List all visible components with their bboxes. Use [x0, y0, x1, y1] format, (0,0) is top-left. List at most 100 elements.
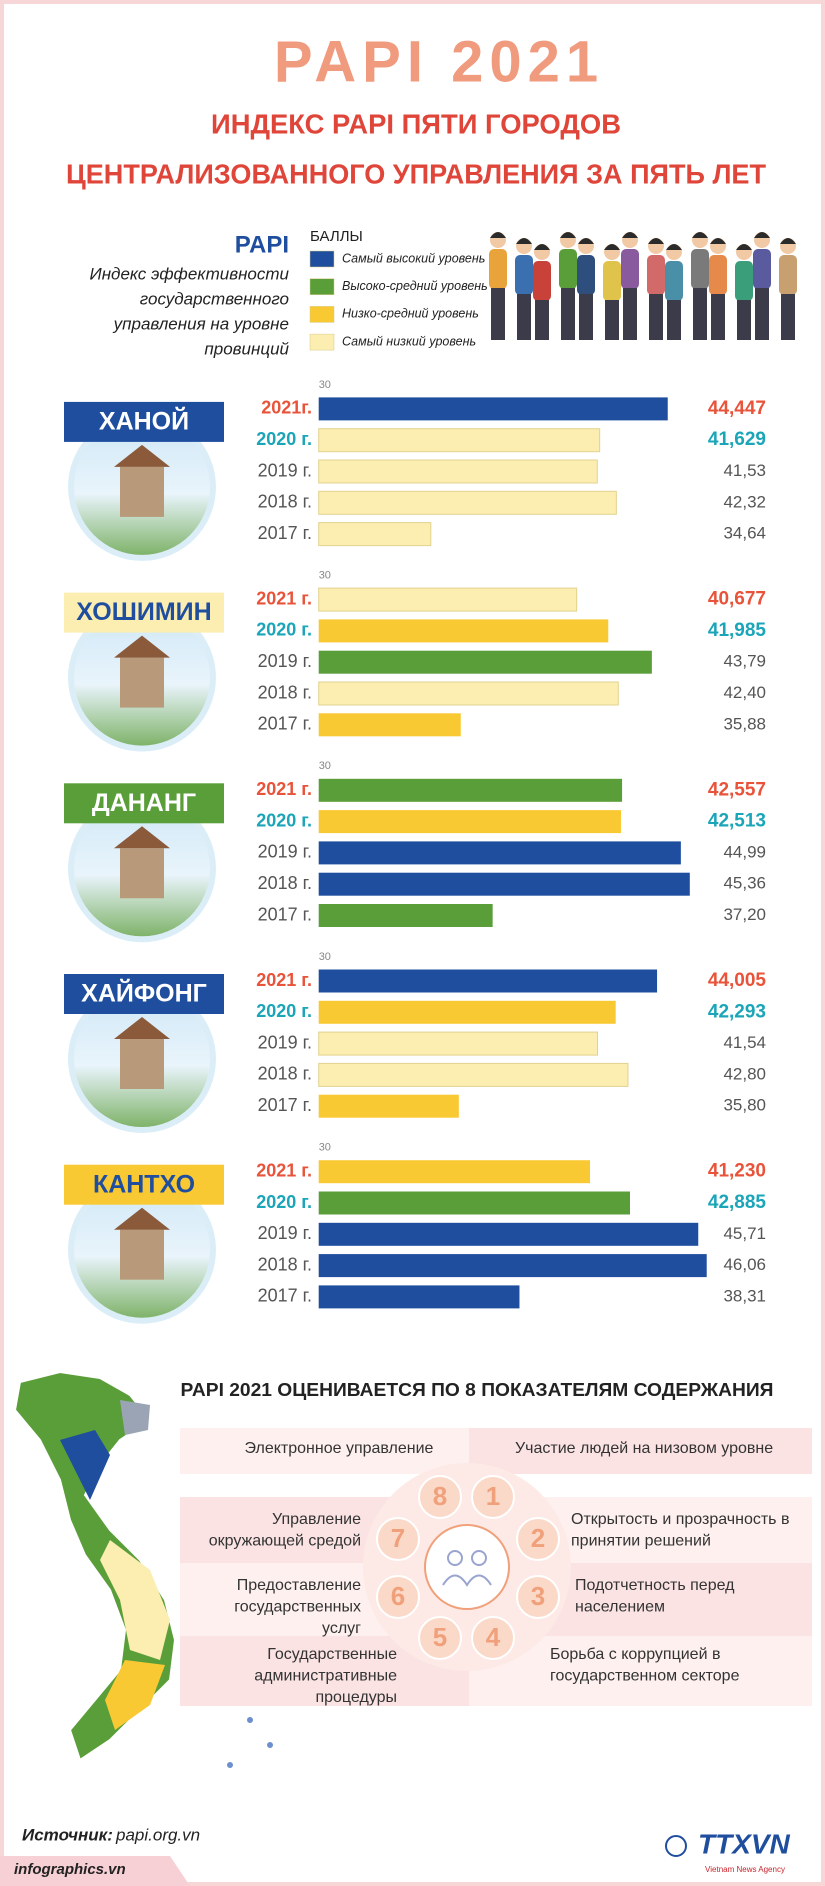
bar: [318, 459, 598, 484]
value-label: 34,64: [723, 524, 766, 543]
year-label: 2018 г.: [258, 492, 312, 512]
year-label: 2017 г.: [258, 1095, 312, 1115]
person-hair: [604, 244, 620, 250]
legend-label: Самый низкий уровень: [342, 334, 476, 348]
site: infographics.vn: [14, 1861, 126, 1878]
city-chart: ХОШИМИН 30 2021 г. 40,677 2020 г. 41,985 2019 …: [64, 570, 766, 752]
indicator-circle: [516, 1575, 560, 1619]
indicator-label: Управление: [272, 1511, 361, 1528]
person-legs: [693, 288, 707, 340]
year-label: 2021 г.: [256, 779, 312, 799]
year-label: 2021 г.: [256, 970, 312, 990]
bar: [318, 969, 658, 993]
indicator-label: Подотчетность перед: [575, 1577, 735, 1594]
copyright-icon: [665, 1835, 687, 1857]
bar: [318, 428, 601, 453]
value-label: 44,99: [723, 842, 766, 861]
person-body: [489, 249, 507, 289]
bar: [318, 397, 668, 421]
year-label: 2020 г.: [256, 1192, 312, 1212]
city-chart: ХАНОЙ 30 2021г. 44,447 2020 г. 41,629 2019 г. 4…: [64, 379, 766, 561]
year-label: 2017 г.: [258, 904, 312, 924]
year-label: 2020 г.: [256, 810, 312, 830]
person-hair: [666, 244, 682, 250]
indicator-label: Участие людей на низовом уровне: [515, 1440, 773, 1457]
indicator-label: государственном секторе: [550, 1668, 740, 1685]
x-tick-label: 30: [319, 379, 331, 391]
x-tick-label: 30: [319, 570, 331, 582]
indicator-label: процедуры: [315, 1689, 397, 1706]
bar: [318, 872, 690, 896]
map-island: [247, 1717, 253, 1723]
bar: [318, 681, 619, 706]
person-body: [709, 255, 727, 295]
indicator-number: 8: [433, 1481, 447, 1511]
brand: PAPI 2021: [274, 29, 604, 94]
legend-label: Высоко-средний уровень: [342, 279, 488, 293]
person-hair: [490, 232, 506, 238]
value-label: 45,36: [723, 874, 766, 893]
center-icon: [424, 1524, 510, 1610]
person-hair: [780, 238, 796, 244]
bar: [318, 1031, 599, 1056]
value-label: 35,88: [723, 714, 766, 733]
bar: [318, 1000, 616, 1024]
year-label: 2019 г.: [258, 842, 312, 862]
indicator-circle: [418, 1616, 462, 1660]
bar: [318, 490, 617, 515]
person-legs: [535, 300, 549, 340]
indicator-bands: [180, 1428, 812, 1706]
person-body: [665, 261, 683, 301]
indicator-label: Борьба с коррупцией в: [550, 1646, 720, 1663]
bar: [318, 1160, 591, 1184]
person-legs: [711, 294, 725, 340]
city-name: ХАЙФОНГ: [81, 978, 207, 1008]
bar: [318, 1191, 631, 1215]
year-label: 2018 г.: [258, 682, 312, 702]
map-region: [100, 1540, 170, 1660]
side-line: государственного: [140, 289, 289, 308]
person-hair: [578, 238, 594, 244]
side-line: управления на уровне: [113, 314, 289, 333]
bar: [318, 522, 432, 547]
person-body: [603, 261, 621, 301]
value-label: 42,885: [708, 1192, 767, 1213]
indicator-number: 4: [486, 1622, 501, 1652]
bar: [318, 1222, 699, 1246]
city-badge: [64, 1164, 224, 1205]
indicator-number: 7: [391, 1523, 405, 1553]
side-line: Индекс эффективности: [90, 264, 290, 283]
bar: [318, 619, 609, 643]
value-label: 42,293: [708, 1001, 766, 1022]
indicator-label: Государственные: [267, 1646, 397, 1663]
bar: [318, 650, 652, 674]
bar: [318, 713, 461, 737]
person-hair: [754, 232, 770, 238]
person-legs: [649, 294, 663, 340]
side-line: провинций: [204, 339, 289, 358]
legend-label: Самый высокий уровень: [342, 251, 485, 265]
value-label: 35,80: [723, 1096, 766, 1115]
person-hair: [560, 232, 576, 238]
photo-roof: [114, 635, 170, 658]
legend: БАЛЛЫ Самый высокий уровень Высоко-средний…: [309, 228, 488, 351]
bar: [318, 841, 681, 865]
indicator-label: услуг: [322, 1620, 361, 1637]
indicator-circle: [471, 1475, 515, 1519]
year-label: 2021 г.: [256, 1160, 312, 1180]
value-label: 43,79: [723, 652, 766, 671]
person-hair: [622, 232, 638, 238]
icon-person: [447, 1550, 463, 1566]
x-tick-label: 30: [319, 760, 331, 772]
value-label: 38,31: [723, 1286, 766, 1305]
indicator-circle: [516, 1517, 560, 1561]
person-hair: [516, 238, 532, 244]
value-label: 42,557: [708, 779, 766, 800]
site-band: [0, 1856, 190, 1886]
indicators: 1 Участие людей на низовом уровне 2 Открыто…: [209, 1440, 790, 1706]
legend-swatch: [309, 333, 335, 351]
side-title: PAPI: [235, 231, 289, 258]
value-label: 42,513: [708, 811, 766, 832]
